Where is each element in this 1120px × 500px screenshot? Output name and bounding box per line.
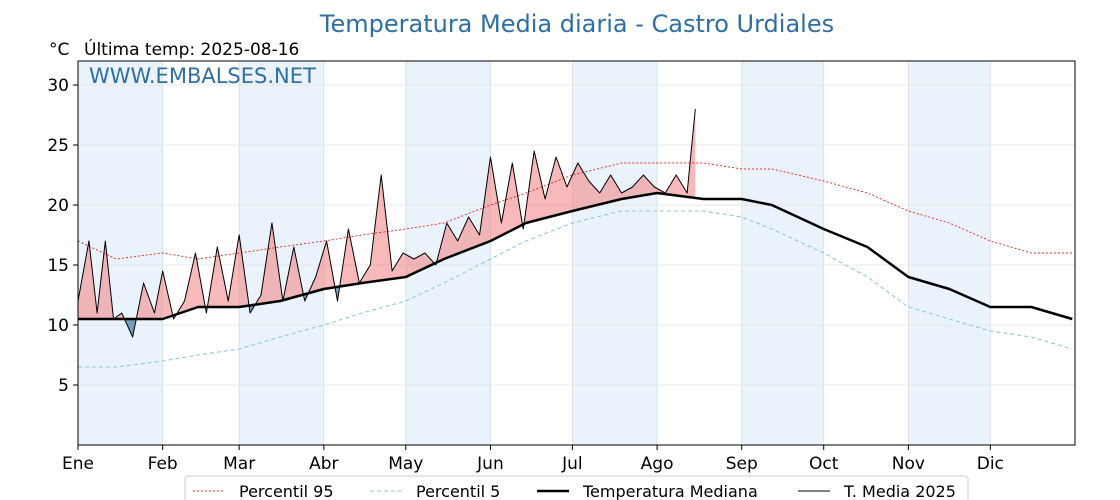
y-tick-label: 25	[47, 136, 69, 156]
x-tick-label: Dic	[977, 454, 1004, 474]
x-axis-ticks: Ene Feb Mar Abr May Jun Jul Ago Sep Oct Nov Dic	[62, 445, 1004, 474]
x-tick-label: Oct	[809, 454, 839, 474]
y-tick-label: 20	[47, 196, 69, 216]
legend-label-p95: Percentil 95	[239, 482, 334, 500]
y-tick-label: 10	[47, 316, 69, 336]
chart-title: Temperatura Media diaria - Castro Urdial…	[319, 10, 834, 38]
month-band	[239, 61, 324, 445]
below-median-fill	[125, 319, 136, 337]
y-tick-label: 15	[47, 256, 69, 276]
legend: Percentil 95 Percentil 5 Temperatura Media…	[184, 475, 969, 500]
above-median-fill	[437, 157, 522, 263]
y-tick-label: 30	[47, 76, 69, 96]
above-median-fill	[284, 247, 304, 300]
series-line-media2025	[77, 108, 696, 338]
legend-label-median: Temperatura Mediana	[582, 482, 758, 500]
x-tick-label: Sep	[726, 454, 758, 474]
x-tick-label: Nov	[892, 454, 925, 474]
plot-frame	[77, 60, 1076, 446]
x-tick-label: Ago	[641, 454, 674, 474]
legend-box	[184, 475, 969, 500]
month-band	[572, 61, 658, 445]
above-median-fill	[308, 241, 335, 294]
legend-label-p5: Percentil 5	[416, 482, 500, 500]
month-bands	[78, 61, 991, 445]
month-band	[908, 61, 991, 445]
month-band	[78, 61, 163, 445]
series-line-median	[78, 191, 1073, 321]
y-axis-ticks: 5 10 15 20 25 30	[47, 76, 78, 396]
y-tick-label: 5	[58, 376, 69, 396]
x-tick-label: Feb	[148, 454, 178, 474]
x-tick-label: Abr	[309, 454, 338, 474]
x-tick-label: Mar	[223, 454, 255, 474]
x-tick-label: May	[388, 454, 423, 474]
x-tick-label: Ene	[62, 454, 94, 474]
above-median-fill	[136, 271, 173, 319]
grid-lines	[77, 61, 1075, 445]
y-unit-label: °C	[49, 40, 69, 60]
series-line-p5	[78, 210, 1073, 368]
below-median-fill	[336, 286, 339, 301]
x-tick-label: Jul	[561, 454, 583, 474]
above-median-fill	[255, 223, 282, 305]
last-temp-label: Última temp: 2025-08-16	[84, 38, 299, 60]
series-lines	[77, 108, 1073, 368]
above-median-fill	[524, 109, 696, 224]
watermark: WWW.EMBALSES.NET	[89, 64, 316, 88]
x-tick-label: Jun	[476, 454, 504, 474]
month-band	[741, 61, 824, 445]
legend-label-media2025: T. Media 2025	[843, 482, 956, 500]
